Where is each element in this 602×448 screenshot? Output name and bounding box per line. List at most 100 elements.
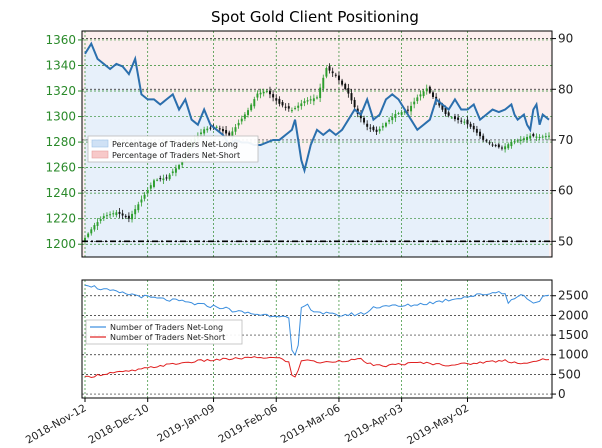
- bottom-panel: 0 500 1000 1500 2000 2500: [81, 279, 589, 401]
- candle-body: [384, 122, 387, 127]
- candle-body: [529, 135, 532, 139]
- candle-body: [300, 103, 303, 107]
- candle-body: [544, 136, 547, 138]
- right-tick-label: 60: [558, 184, 573, 198]
- candle-body: [469, 123, 472, 127]
- candle-body: [294, 107, 297, 109]
- candle-body: [149, 185, 152, 189]
- candle-body: [366, 123, 369, 127]
- candle-body: [118, 211, 121, 214]
- net-long-swatch: [91, 139, 109, 148]
- candle-body: [84, 237, 86, 242]
- candle-body: [234, 127, 237, 132]
- candle-body: [243, 114, 246, 119]
- candle-body: [250, 104, 253, 111]
- candle-body: [87, 233, 90, 237]
- candle-body: [341, 80, 344, 85]
- candle-body: [99, 219, 102, 221]
- x-tick-label: 2019-Apr-03: [343, 402, 405, 445]
- candle-body: [516, 140, 519, 142]
- candle-body: [413, 101, 416, 105]
- candle-body: [410, 105, 413, 112]
- candle-body: [124, 215, 127, 218]
- x-tick-label: 2019-Jan-09: [155, 402, 217, 445]
- right-tick-label: 50: [558, 234, 573, 248]
- candle-body: [472, 125, 475, 130]
- candle-body: [375, 129, 378, 132]
- traders-net-long-line: [84, 284, 550, 357]
- candle-body: [334, 74, 337, 76]
- left-tick-label: 1240: [45, 186, 76, 200]
- candle-body: [174, 168, 177, 173]
- right-tick-label: 90: [558, 32, 573, 46]
- candle-body: [507, 144, 510, 149]
- candle-body: [541, 136, 544, 138]
- candle-body: [225, 130, 228, 134]
- net-short-legend-label: Percentage of Traders Net-Short: [112, 151, 240, 160]
- candle-body: [463, 121, 466, 123]
- candle-body: [353, 99, 356, 108]
- candle-body: [482, 135, 485, 140]
- left-tick-label: 1220: [45, 212, 76, 226]
- candle-body: [319, 87, 322, 99]
- candle-body: [140, 199, 143, 203]
- candle-body: [479, 131, 482, 137]
- bottom-legend-box: [85, 319, 243, 345]
- candle-body: [228, 132, 231, 136]
- x-tick-label: 2018-Dec-10: [86, 402, 151, 446]
- top-frame: [81, 30, 553, 258]
- candle-body: [322, 77, 325, 89]
- candle-body: [504, 146, 507, 150]
- candle-body: [331, 71, 334, 74]
- right-tick-label: 80: [558, 82, 573, 96]
- candle-body: [218, 128, 221, 130]
- candle-body: [347, 88, 350, 94]
- left-tick-label: 1360: [45, 33, 76, 47]
- bottom-frame: [81, 279, 553, 399]
- candle-body: [444, 107, 447, 114]
- candle-body: [112, 213, 115, 215]
- candle-body: [240, 118, 243, 122]
- candle-body: [372, 126, 375, 131]
- candle-body: [121, 213, 124, 216]
- candle-body: [450, 117, 453, 119]
- candle-body: [93, 225, 96, 230]
- candle-body: [485, 140, 488, 142]
- candle-body: [152, 180, 155, 187]
- candle-body: [325, 68, 328, 77]
- candle-body: [453, 116, 456, 120]
- candle-body: [432, 92, 434, 97]
- left-tick-label: 1260: [45, 161, 76, 175]
- candle-body: [312, 98, 315, 102]
- candle-body: [284, 106, 287, 108]
- candle-body: [535, 136, 538, 138]
- candle-body: [510, 142, 513, 147]
- bottom-right-tick-label: 2500: [558, 289, 589, 303]
- candle-body: [262, 91, 265, 94]
- candle-body: [297, 105, 300, 108]
- candle-body: [425, 88, 428, 91]
- candle-body: [513, 141, 516, 143]
- candle-body: [200, 132, 202, 134]
- candle-body: [497, 144, 500, 148]
- candle-body: [127, 215, 130, 219]
- candle-body: [265, 91, 268, 93]
- candle-body: [209, 127, 212, 129]
- candle-body: [221, 129, 224, 132]
- candle-body: [359, 114, 362, 119]
- candle-body: [109, 214, 112, 216]
- candle-body: [168, 174, 171, 180]
- candle-body: [159, 178, 162, 180]
- candle-body: [272, 94, 275, 98]
- candle-body: [231, 131, 234, 138]
- candle-body: [306, 100, 309, 102]
- candle-body: [268, 90, 271, 95]
- candle-body: [162, 178, 165, 181]
- candle-body: [475, 128, 478, 133]
- x-tick-label: 2019-Mar-06: [279, 402, 343, 446]
- candle-body: [156, 179, 159, 181]
- candle-body: [171, 171, 174, 174]
- candle-body: [137, 204, 140, 211]
